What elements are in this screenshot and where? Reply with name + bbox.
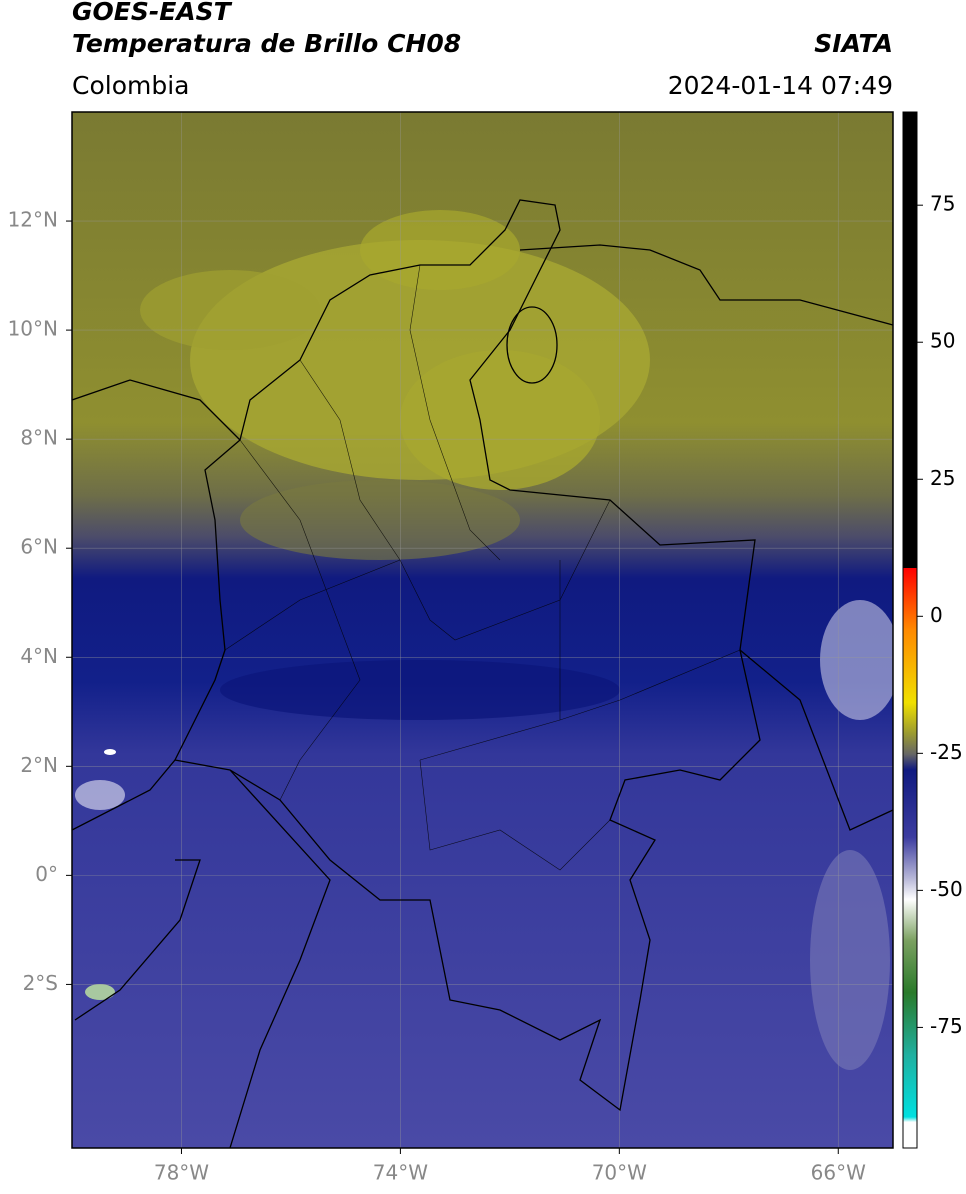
- x-tick-label: 74°W: [373, 1161, 428, 1185]
- colorbar-tick-label: 25: [930, 466, 955, 490]
- colorbar-tick-label: -50: [930, 877, 963, 901]
- y-tick-label: 2°N: [20, 753, 58, 777]
- datetime: 2024-01-14 07:49: [668, 71, 893, 100]
- region: Colombia: [72, 71, 189, 100]
- y-tick-label: 0°: [35, 862, 58, 886]
- colorbar-tick-label: 0: [930, 603, 943, 627]
- x-tick-label: 66°W: [811, 1161, 866, 1185]
- y-tick-label: 12°N: [8, 208, 58, 232]
- y-tick-label: 10°N: [8, 317, 58, 341]
- colorbar-tick-label: -25: [930, 740, 963, 764]
- satellite: GOES-EAST: [72, 0, 233, 26]
- imagery: [72, 112, 893, 1148]
- graticule: [72, 112, 893, 1148]
- y-tick-label: 6°N: [20, 535, 58, 559]
- map-frame: [71, 111, 894, 1149]
- colorbar-tick-label: 50: [930, 329, 955, 353]
- colorbar: [902, 111, 918, 1149]
- product: Temperatura de Brillo CH08: [72, 29, 461, 58]
- x-tick-label: 70°W: [592, 1161, 647, 1185]
- source: SIATA: [814, 29, 893, 58]
- colorbar-tick-label: -75: [930, 1014, 963, 1038]
- borders: [72, 199, 893, 1148]
- y-tick-label: 8°N: [20, 426, 58, 450]
- departments: [224, 264, 741, 871]
- y-tick-label: 4°N: [20, 644, 58, 668]
- y-tick-label: 2°S: [23, 971, 58, 995]
- x-tick-label: 78°W: [154, 1161, 209, 1185]
- colorbar-tick-label: 75: [930, 192, 955, 216]
